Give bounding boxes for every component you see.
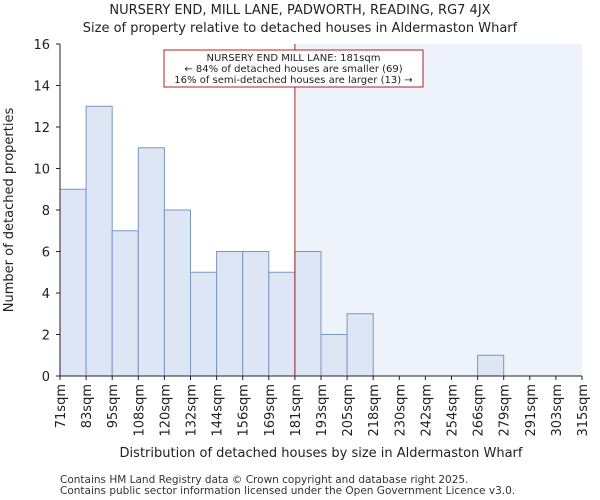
bar-266sqm <box>477 354 505 377</box>
x-tick-label: 169sqm <box>263 384 278 437</box>
annotation-line: ← 84% of detached houses are smaller (69… <box>184 64 402 75</box>
x-tick-label: 315sqm <box>576 384 591 437</box>
x-tick-label: 95sqm <box>106 384 121 428</box>
bar-83sqm <box>85 105 113 377</box>
bar-71sqm <box>59 188 87 377</box>
y-axis-label: Number of detached properties <box>2 108 17 313</box>
x-tick-label: 120sqm <box>158 384 173 437</box>
x-tick-label: 108sqm <box>132 384 147 437</box>
x-tick-label: 181sqm <box>289 384 304 437</box>
annotation-line: NURSERY END MILL LANE: 181sqm <box>207 53 381 64</box>
x-tick-label: 279sqm <box>498 384 513 437</box>
x-tick-label: 303sqm <box>550 384 565 437</box>
annotation-line: 16% of semi-detached houses are larger (… <box>174 75 412 86</box>
bar-120sqm <box>163 209 191 377</box>
highlight-region <box>294 44 582 376</box>
bar-193sqm <box>320 334 348 377</box>
y-tick-label: 4 <box>42 287 50 302</box>
y-tick-label: 16 <box>33 38 50 53</box>
bar-156sqm <box>242 251 270 377</box>
bar-169sqm <box>268 271 296 377</box>
y-tick-label: 0 <box>42 370 50 385</box>
bar-132sqm <box>190 271 218 377</box>
x-tick-label: 242sqm <box>419 384 434 437</box>
annotation-box <box>163 49 424 88</box>
bar-181sqm <box>294 251 322 377</box>
x-tick-label: 71sqm <box>54 384 69 428</box>
chart-title: Size of property relative to detached ho… <box>82 21 518 36</box>
x-tick-label: 266sqm <box>472 384 487 437</box>
x-tick-label: 83sqm <box>80 384 95 428</box>
x-tick-label: 205sqm <box>341 384 356 437</box>
x-tick-label: 230sqm <box>393 384 408 437</box>
bar-95sqm <box>111 230 139 377</box>
footer-licence: Contains public sector information licen… <box>60 485 516 497</box>
footer-copyright: Contains HM Land Registry data © Crown c… <box>60 474 469 486</box>
y-tick-label: 2 <box>42 329 50 344</box>
x-axis-label: Distribution of detached houses by size … <box>120 446 523 461</box>
x-tick-label: 218sqm <box>367 384 382 437</box>
y-tick-label: 6 <box>42 246 50 261</box>
y-tick-label: 12 <box>33 121 50 136</box>
y-tick-label: 14 <box>33 80 50 95</box>
x-tick-label: 254sqm <box>446 384 461 437</box>
chart-title-address: NURSERY END, MILL LANE, PADWORTH, READIN… <box>109 3 491 18</box>
x-tick-label: 193sqm <box>315 384 330 437</box>
x-tick-label: 156sqm <box>237 384 252 437</box>
x-tick-label: 144sqm <box>211 384 226 437</box>
bar-205sqm <box>346 313 374 377</box>
y-tick-label: 8 <box>42 204 50 219</box>
x-tick-label: 291sqm <box>524 384 539 437</box>
bar-108sqm <box>137 147 165 377</box>
x-tick-label: 132sqm <box>185 384 200 437</box>
y-tick-label: 10 <box>33 163 50 178</box>
bar-144sqm <box>216 251 244 377</box>
